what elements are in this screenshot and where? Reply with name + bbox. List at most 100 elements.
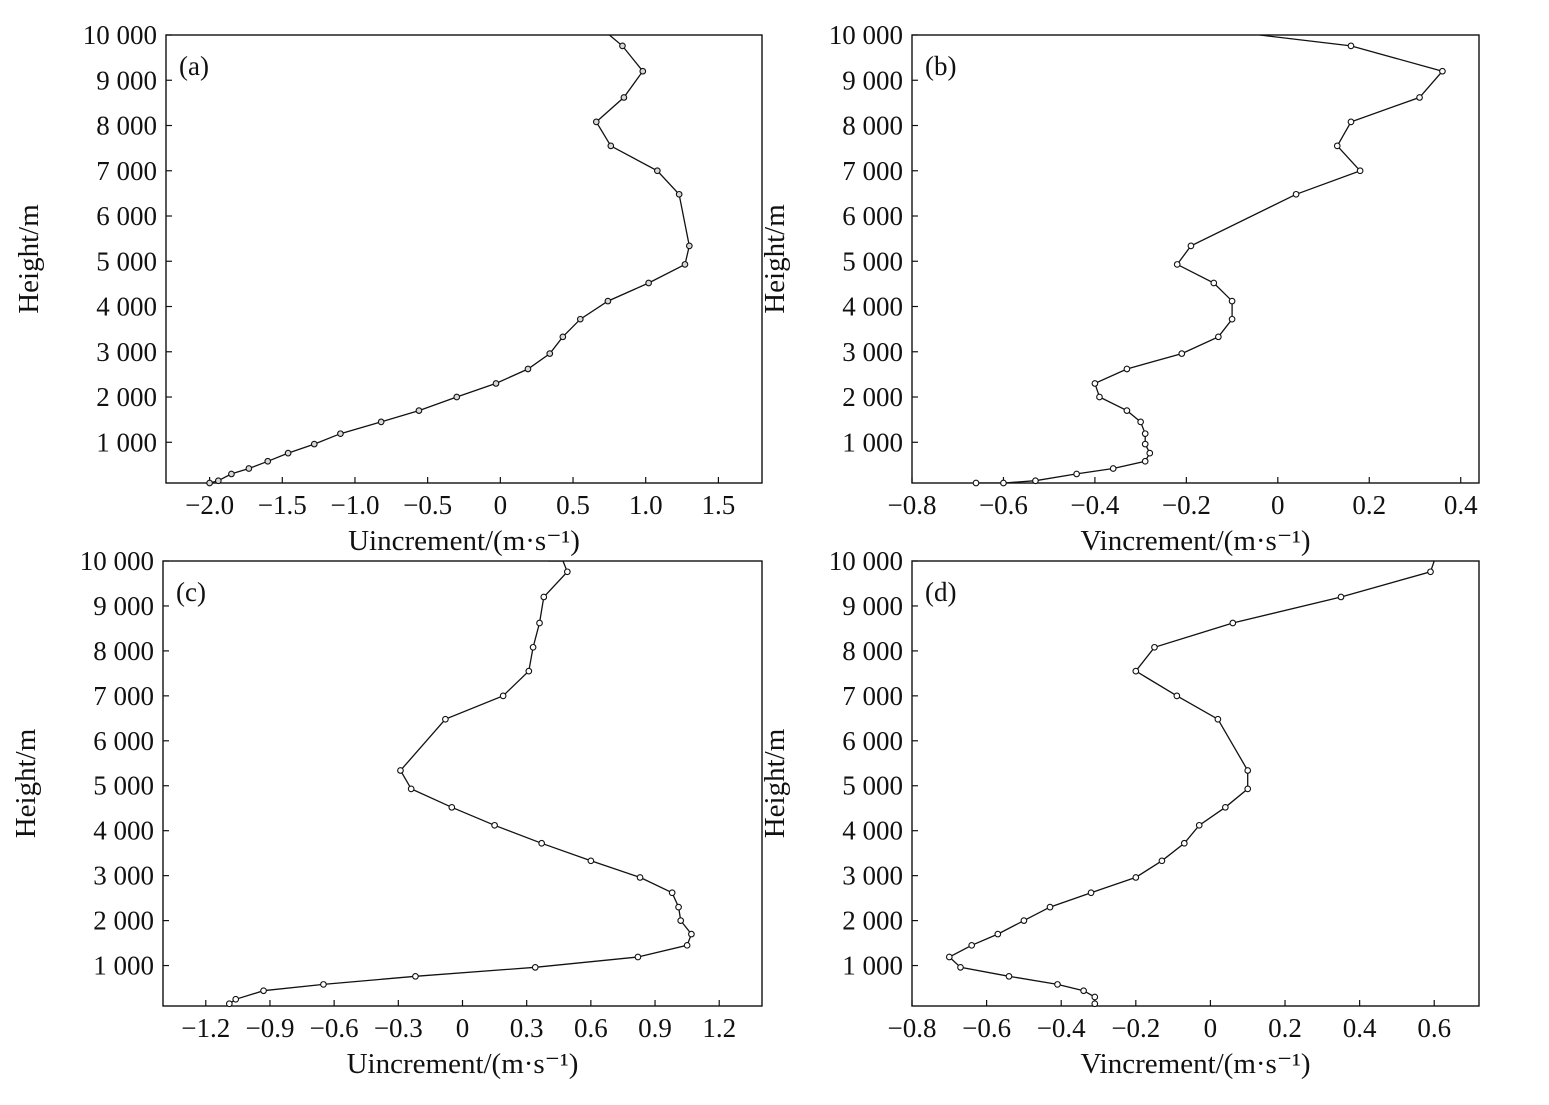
panel-b-x-tick-label: 0.2 (1352, 490, 1386, 520)
panel-a-label: (a) (179, 51, 209, 81)
panel-c-data-point (636, 874, 644, 881)
panel-a-data-point (620, 94, 628, 101)
panel-c-y-tick-label: 3 000 (93, 861, 154, 891)
panel-b-x-tick-label: 0.4 (1444, 490, 1478, 520)
panel-d-x-tick-label: 0.4 (1343, 1013, 1377, 1043)
panel-a-y-tick-label: 3 000 (96, 337, 157, 367)
panel-a-y-tick-label: 9 000 (96, 65, 157, 95)
panel-b-data-point (1347, 42, 1355, 50)
panel-c-data-point (225, 1000, 233, 1008)
panel-c-y-axis-title: Height/m (10, 728, 42, 838)
panel-c-series-line (228, 561, 693, 1005)
panel-c-y-tick-label: 7 000 (93, 681, 154, 711)
panel-d-x-axis-title: Vincrement/(m·s⁻¹) (1080, 1048, 1310, 1080)
panel-c-x-tick-label: −0.9 (245, 1013, 294, 1043)
panel-d-data-point (1214, 715, 1222, 723)
panel-b-data-point (1141, 457, 1149, 465)
panel-d-data-point (1221, 803, 1229, 811)
panel-d-data-point (1229, 619, 1237, 627)
panel-a-data-point (228, 470, 235, 478)
panel-a-data-point (453, 393, 461, 401)
panel-d-data-point (1151, 643, 1158, 651)
panel-a-data-point (310, 440, 318, 448)
panel-c-data-point (232, 995, 240, 1003)
panel-d-data-point (1180, 839, 1188, 847)
panel-a-plot-frame (165, 34, 763, 484)
panel-c-data-point (538, 839, 546, 847)
panel-c-y-tick-label: 6 000 (93, 726, 154, 756)
panel-b-x-tick-label: −0.2 (1162, 490, 1211, 520)
panel-b-data-point (1333, 142, 1341, 150)
panel-a-data-point (206, 479, 213, 487)
panel-d-data-point (1020, 917, 1028, 924)
panel-c-x-tick-label: 0.3 (510, 1013, 544, 1043)
panel-d-x-tick-label: 0.2 (1268, 1013, 1302, 1043)
panel-d-y-tick-label: 1 000 (842, 951, 903, 981)
panel-b-data-point (1141, 440, 1149, 448)
panel-b-x-tick-label: −0.8 (888, 490, 937, 520)
panel-b-y-tick-label: 3 000 (842, 337, 903, 367)
panel-c-y-tick-label: 10 000 (80, 546, 154, 576)
panel-d-y-tick-label: 7 000 (842, 681, 903, 711)
panel-b-y-tick-label: 9 000 (842, 65, 903, 95)
panel-b-data-point (1137, 418, 1144, 426)
panel-b-plot-frame (911, 34, 1480, 484)
panel-a-x-tick-label: −2.0 (185, 490, 234, 520)
panel-c-data-point (491, 821, 498, 829)
panel-b-data-point (1178, 350, 1186, 357)
panel-c-x-tick-label: 0 (456, 1013, 470, 1043)
panel-c-data-point (587, 857, 595, 865)
panel-a-data-point (681, 261, 689, 268)
panel-d-data-point (1132, 874, 1140, 881)
panel-d-data-point (1132, 667, 1140, 675)
panel-d-data-point (1046, 903, 1054, 911)
panel-d-data-point (1195, 821, 1203, 829)
panel-c-data-point (683, 941, 691, 949)
panel-a-data-point (675, 190, 683, 198)
panel-b-data-point (972, 479, 980, 487)
panel-a-y-tick-label: 8 000 (96, 111, 157, 141)
panel-d-data-point (1158, 857, 1166, 865)
panel-a-data-point (576, 315, 584, 323)
panel-d: −0.8 −0.6 −0.4 −0.2 0 0.2 0.4 0.6 1 000 2 000 3 00… (759, 546, 1480, 1080)
panel-c-data-point (448, 803, 456, 811)
panel-b-data-point (1228, 315, 1236, 323)
panel-d-y-axis-title: Height/m (759, 728, 791, 838)
panel-b-x-tick-label: −0.4 (1070, 490, 1119, 520)
panel-b-data-point (1146, 449, 1154, 457)
panel-b-data-point (1210, 279, 1218, 287)
panel-b-data-point (1173, 261, 1181, 268)
panel-b-y-tick-label: 10 000 (829, 20, 903, 50)
panel-c-data-point (442, 715, 449, 723)
panel-b-data-point (1141, 430, 1149, 438)
panel-d-data-point (1427, 568, 1434, 576)
panel-d-y-tick-label: 6 000 (842, 726, 903, 756)
panel-b-data-point (1356, 167, 1364, 175)
panel-c-y-tick-label: 5 000 (93, 771, 154, 801)
panel-d-data-point (1054, 981, 1061, 988)
panel-b-data-point (1228, 297, 1236, 305)
panel-a-data-point (377, 418, 385, 426)
panel-b-x-axis-title: Vincrement/(m·s⁻¹) (1080, 525, 1310, 557)
panel-c-y-tick-label: 8 000 (93, 636, 154, 666)
panel-a-x-tick-label: −1.0 (330, 490, 379, 520)
panel-c-data-point (688, 930, 695, 938)
panel-d-data-point (1337, 593, 1345, 601)
panel-c-data-point (529, 643, 537, 651)
panel-c-data-point (412, 972, 419, 980)
panel-c-y-tick-label: 9 000 (93, 591, 154, 621)
panel-d-x-tick-label: 0 (1204, 1013, 1218, 1043)
panel-a-data-point (645, 279, 652, 287)
panel-d-data-point (945, 953, 953, 961)
panel-c-x-tick-label: −0.3 (374, 1013, 423, 1043)
panel-c-data-point (407, 785, 415, 793)
panel-d-data-point (1173, 692, 1181, 700)
panel-c-x-tick-label: 0.6 (574, 1013, 608, 1043)
panel-c-y-tick-label: 4 000 (93, 816, 154, 846)
panel-a-series-line (209, 35, 690, 483)
panel-d-y-tick-label: 5 000 (842, 771, 903, 801)
panel-b-y-axis-title: Height/m (759, 204, 791, 314)
panel-d-data-point (1087, 889, 1095, 897)
panel-b-x-tick-label: 0 (1271, 490, 1285, 520)
